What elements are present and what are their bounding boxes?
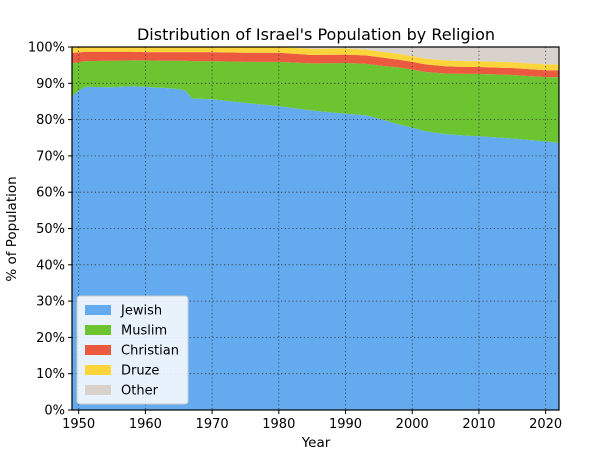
area-christian — [72, 51, 559, 78]
x-axis-ticks: 1950 1960 1970 1980 1990 2000 2010 2020 — [62, 410, 562, 432]
legend: Jewish Muslim Christian Druze Other — [76, 295, 189, 405]
x-tick-label: 1970 — [196, 417, 229, 432]
chart-title: Distribution of Israel's Population by R… — [137, 25, 495, 44]
y-tick-label: 10% — [36, 367, 65, 382]
legend-swatch-druze — [85, 365, 111, 375]
y-axis-label: % of Population — [4, 176, 20, 281]
y-tick-label: 20% — [36, 331, 65, 346]
x-tick-label: 1980 — [262, 417, 295, 432]
x-tick-label: 1960 — [129, 417, 162, 432]
legend-label-jewish: Jewish — [120, 304, 162, 319]
y-tick-label: 70% — [36, 149, 65, 164]
x-tick-label: 1950 — [62, 417, 95, 432]
area-layers — [72, 47, 559, 410]
y-tick-label: 0% — [44, 404, 65, 419]
y-tick-label: 80% — [36, 113, 65, 128]
x-axis-label: Year — [301, 435, 331, 451]
y-tick-label: 40% — [36, 258, 65, 273]
y-tick-label: 60% — [36, 186, 65, 201]
y-tick-label: 90% — [36, 77, 65, 92]
area-druze — [72, 47, 559, 71]
x-tick-label: 2000 — [396, 417, 429, 432]
legend-swatch-christian — [85, 345, 111, 355]
grid — [72, 47, 559, 410]
legend-label-muslim: Muslim — [121, 324, 167, 339]
y-axis-ticks: 0% 10% 20% 30% 40% 50% 60% 70% 80% 90% 100% — [28, 41, 72, 419]
x-tick-label: 1990 — [329, 417, 362, 432]
x-tick-label: 2020 — [529, 417, 562, 432]
x-tick-label: 2010 — [462, 417, 495, 432]
legend-box — [76, 295, 189, 405]
area-jewish — [72, 86, 559, 410]
y-tick-label: 50% — [36, 222, 65, 237]
legend-swatch-muslim — [85, 325, 111, 335]
area-muslim — [72, 60, 559, 143]
legend-label-other: Other — [121, 384, 159, 399]
legend-swatch-jewish — [85, 305, 111, 315]
legend-swatch-other — [85, 385, 111, 395]
legend-label-christian: Christian — [121, 344, 179, 359]
legend-label-druze: Druze — [121, 364, 159, 379]
area-other — [72, 47, 559, 65]
y-tick-label: 100% — [28, 41, 65, 56]
y-tick-label: 30% — [36, 295, 65, 310]
